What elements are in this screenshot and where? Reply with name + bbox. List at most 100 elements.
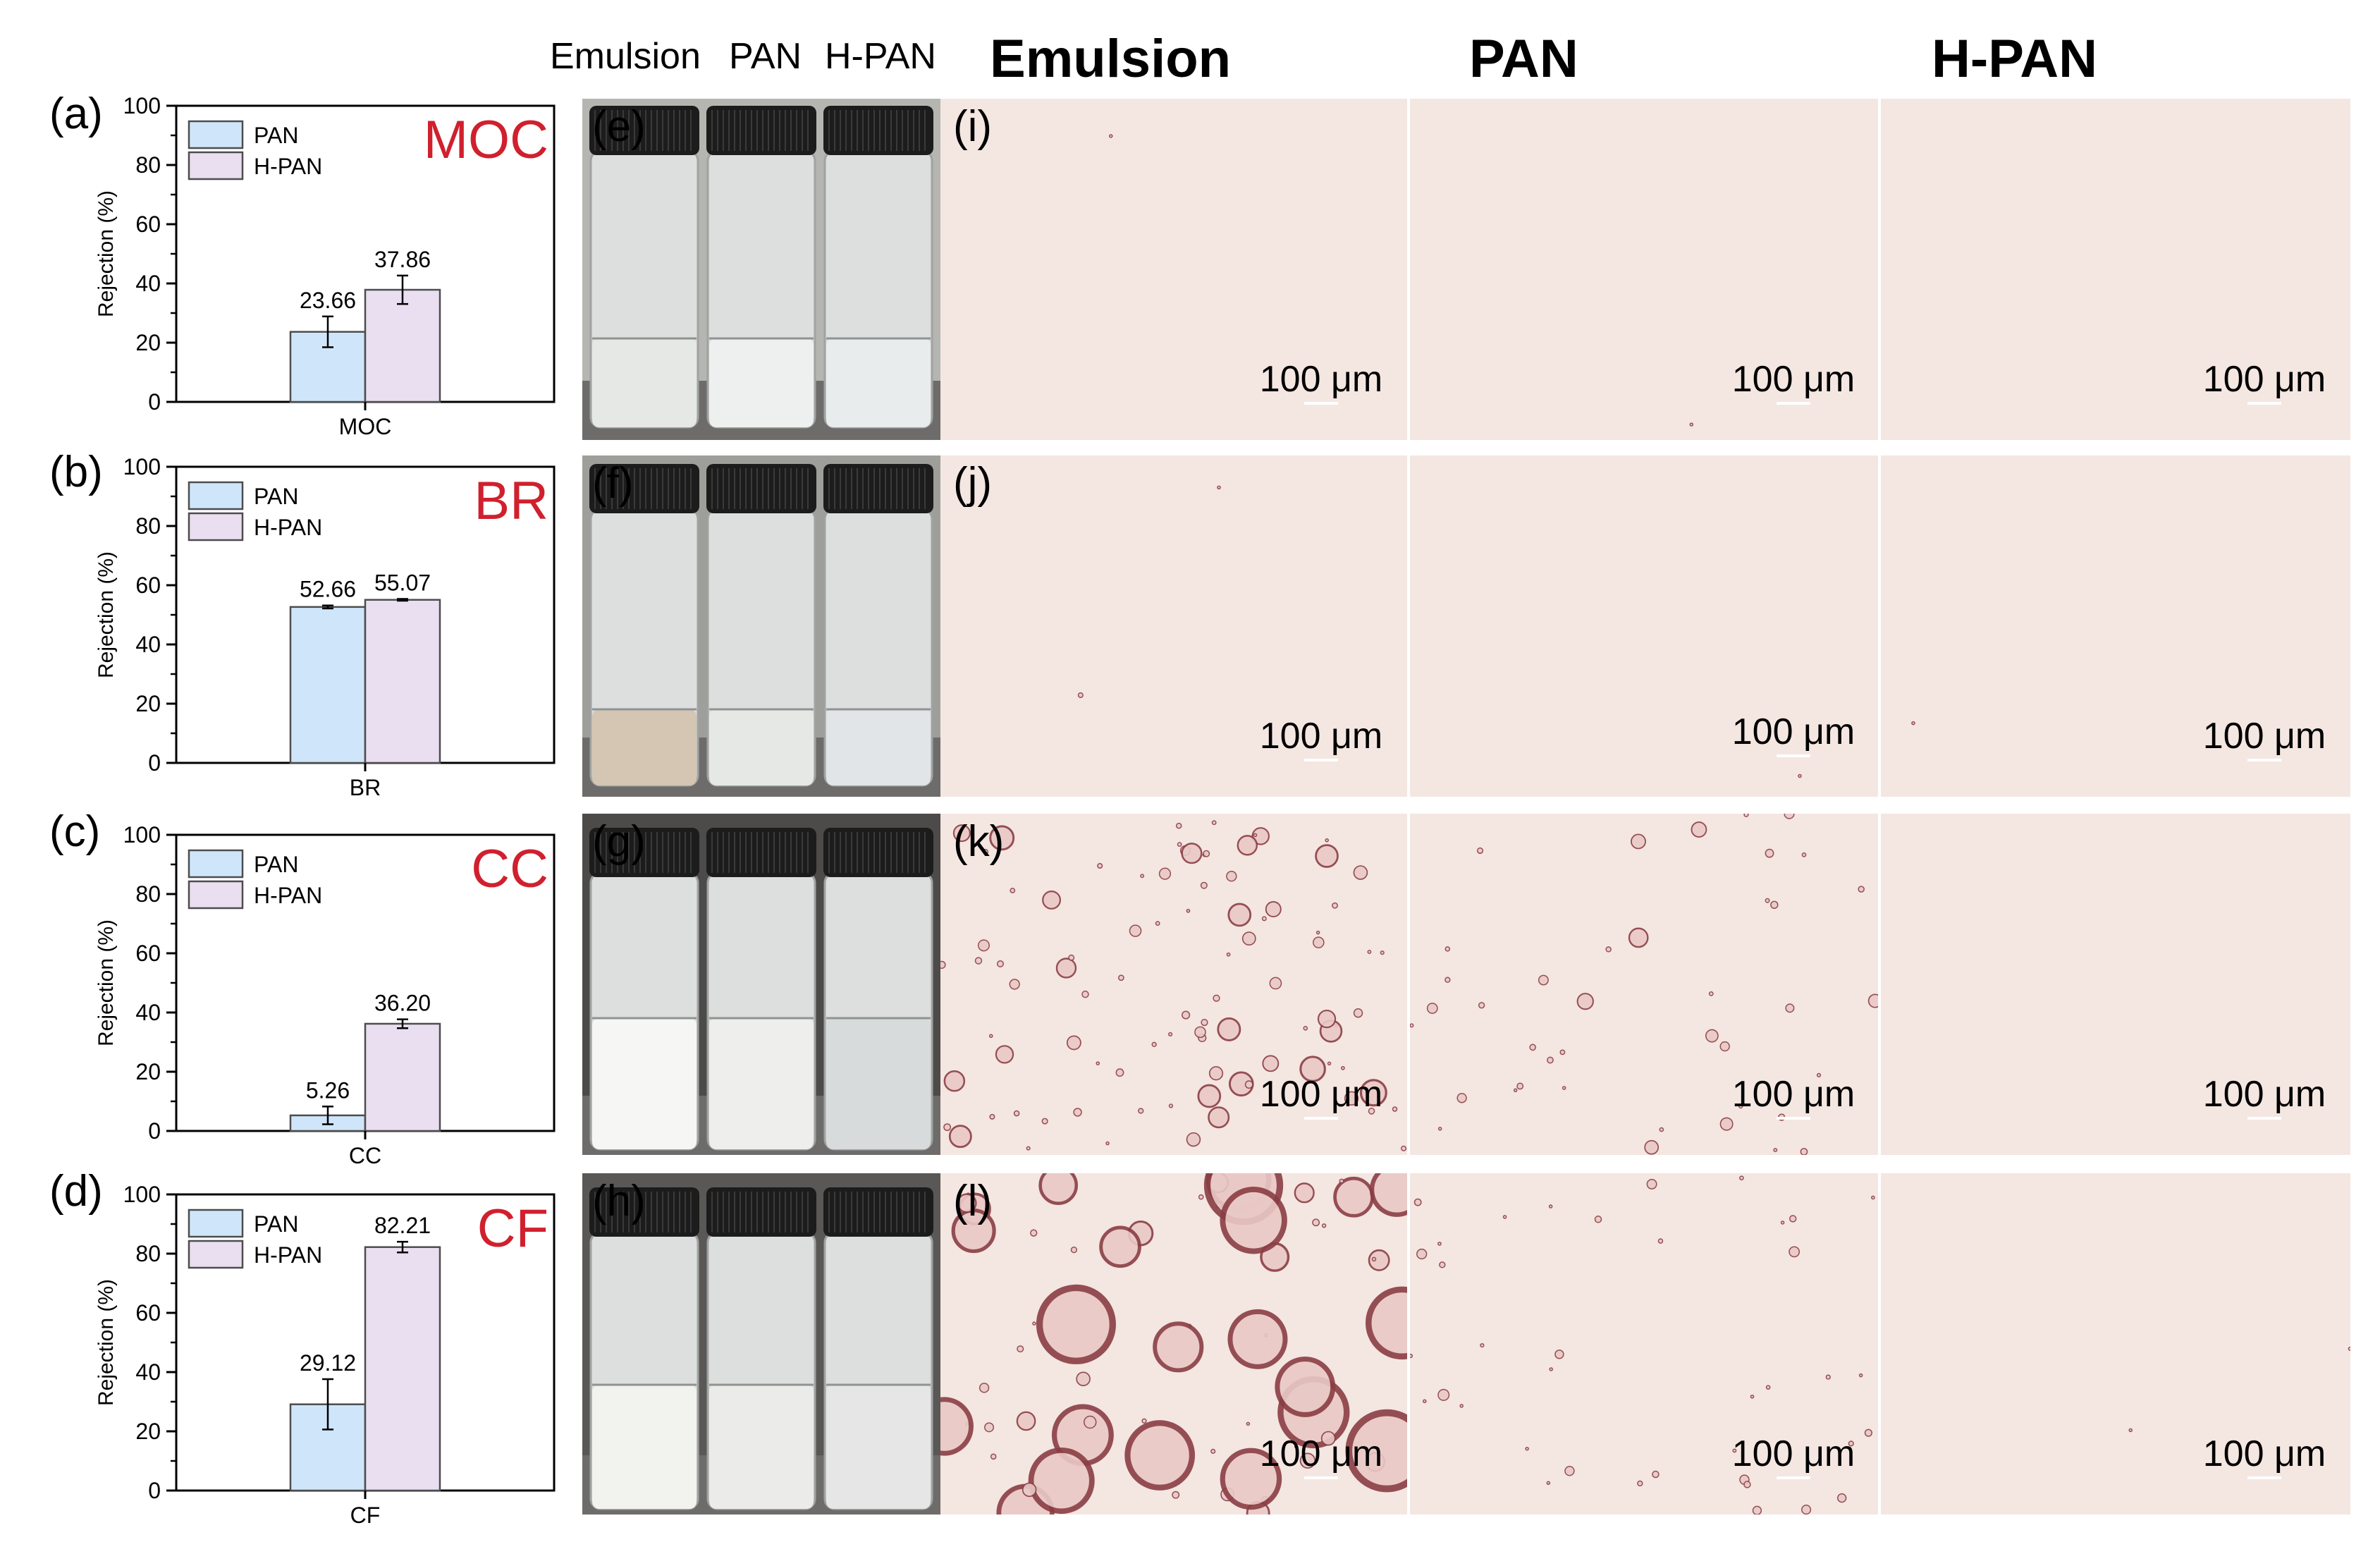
droplet [1213,994,1220,1002]
vial-photo-br: (f) [582,455,940,797]
droplet [1140,874,1145,879]
scale-bar-line [1777,1476,1810,1479]
droplets-illustration [1881,99,2350,440]
droplet [1129,924,1142,937]
droplet [1227,1309,1288,1369]
droplet [1345,1409,1407,1493]
droplet [1208,1066,1224,1081]
droplet [1076,1371,1091,1386]
y-tick-label: 0 [148,389,161,415]
droplet [1657,1238,1664,1244]
y-tick-label: 40 [135,1000,161,1025]
droplet [1251,827,1270,845]
scale-bar-line [1304,1476,1338,1479]
scale-bar-label: 100 μm [1731,359,1855,400]
droplet [1689,422,1694,427]
droplet [940,1397,974,1456]
vials-illustration [582,455,940,797]
droplet [1416,1248,1428,1260]
droplet [1294,1182,1315,1204]
droplet [1789,1246,1801,1258]
micrograph-background [1881,99,2350,440]
droplet [1022,1482,1037,1498]
droplet [1652,1470,1660,1479]
droplet [1203,850,1210,857]
droplet [1036,1284,1116,1364]
droplet [1220,1187,1287,1254]
droplet [1554,1350,1564,1359]
droplet [943,1123,952,1132]
photo-letter-g: (g) [592,817,646,866]
droplet [1380,950,1385,955]
droplet [1181,843,1203,864]
droplet [1780,1220,1785,1225]
x-tick-label: MOC [339,414,392,439]
droplet [1401,1145,1407,1151]
scale-bar: 100 μm [2180,1433,2349,1479]
droplets-illustration [1881,455,2350,797]
data-label: 36.20 [374,991,431,1016]
droplet [1750,1394,1755,1399]
droplet [1028,1448,1095,1515]
droplet [1576,993,1594,1010]
vial-liquid [826,338,931,427]
droplet [1456,1093,1467,1103]
droplet [1525,1446,1529,1451]
droplet [1340,1065,1345,1070]
droplet [974,957,983,965]
rejection-chart-br: Rejection (%) 0 20 40 60 80 100 52.66 55.07 BR PAN… [94,454,556,800]
droplet [1705,1029,1719,1043]
droplet [1269,977,1282,990]
droplets-illustration [1410,455,1878,797]
micrograph-background [1410,455,1878,797]
vial-liquid [709,338,814,427]
droplet [1816,1072,1822,1077]
contaminant-label: MOC [424,110,548,170]
droplet [1155,921,1160,926]
droplet [1785,1003,1795,1013]
y-axis-label: Rejection (%) [94,551,118,678]
droplet [1313,936,1325,948]
y-tick-label: 80 [135,513,161,539]
bar-h-pan [364,599,441,764]
vial-photo-cf: (h) [582,1173,940,1515]
droplet [1026,1146,1031,1151]
droplet [943,1070,966,1092]
droplets-illustration [940,455,1407,797]
droplet [1513,1088,1518,1093]
bar-h-pan [364,1246,441,1492]
droplets-illustration [1410,814,1878,1155]
legend-swatch-h-pan [188,512,244,542]
legend-swatch-pan [188,481,244,510]
panel-letter-b: (b) [49,448,103,496]
legend-label: PAN [254,852,298,877]
droplet [1096,1061,1100,1065]
droplet [1502,1215,1507,1219]
droplet [1241,931,1256,946]
droplet [1017,1345,1024,1353]
droplet [1837,1493,1847,1503]
droplet [1437,1127,1442,1131]
droplet [1770,900,1779,910]
droplet [1182,1010,1191,1020]
vial-liquid [826,1018,931,1149]
droplet [2348,1346,2350,1351]
y-tick-label: 20 [135,691,161,716]
y-tick-label: 80 [135,1241,161,1266]
droplet [1637,1480,1643,1487]
bar-h-pan [364,288,441,403]
droplet [1368,1108,1375,1115]
droplet [948,1125,972,1149]
droplet [1177,842,1182,847]
droplet [1871,1195,1875,1200]
droplet [1765,848,1774,858]
micrograph-background [1410,99,1878,440]
droplet [1070,1246,1078,1254]
droplet [1332,902,1338,909]
scale-bar-line [2247,1476,2281,1479]
droplet [1765,1385,1771,1390]
droplet [1564,1466,1575,1476]
droplet [1644,1139,1660,1155]
droplet [1201,1018,1208,1027]
y-tick-label: 60 [135,941,161,966]
